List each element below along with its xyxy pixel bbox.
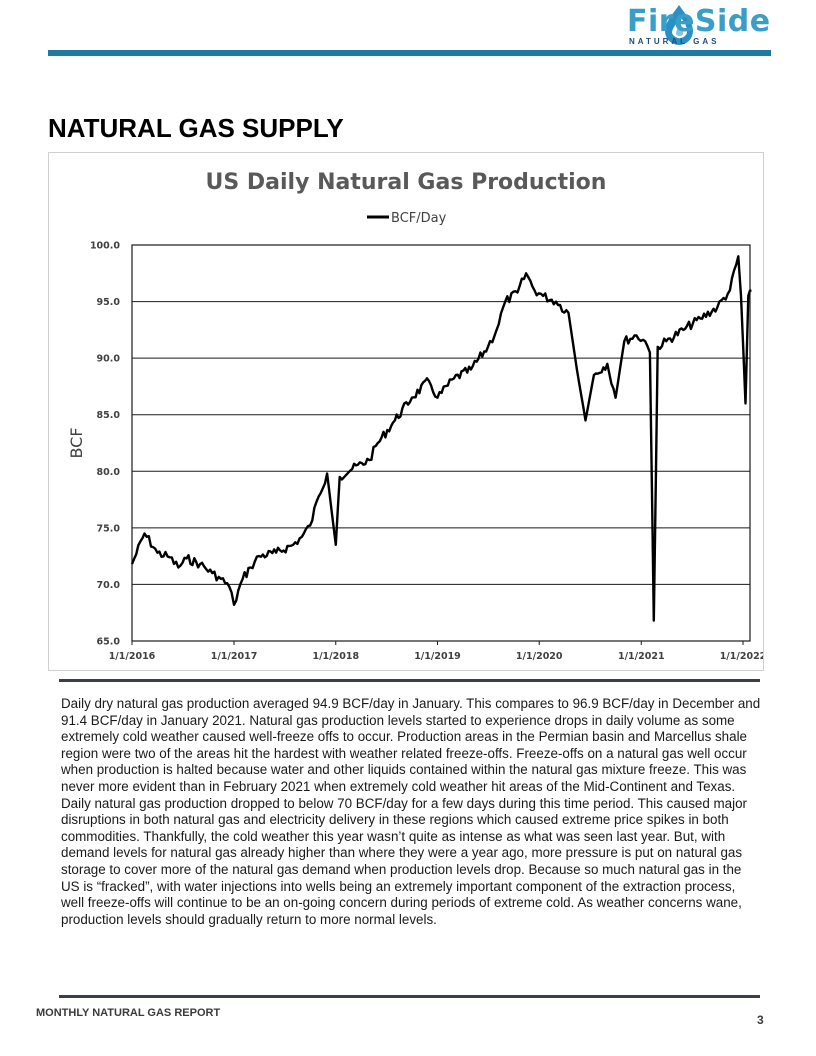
- y-tick-label: 75.0: [97, 523, 121, 534]
- x-tick-label: 1/1/2019: [414, 651, 461, 662]
- legend-label: BCF/Day: [391, 211, 447, 226]
- logo-wordmark: FireSide: [627, 4, 771, 39]
- x-tick-label: 1/1/2022: [720, 651, 763, 662]
- footer-report-label: MONTHLY NATURAL GAS REPORT: [36, 1007, 221, 1019]
- page-number: 3: [757, 1013, 764, 1027]
- chart-title: US Daily Natural Gas Production: [206, 170, 607, 195]
- production-chart-svg: US Daily Natural Gas Production BCF/Day 65…: [67, 170, 763, 662]
- x-tick-label: 1/1/2021: [618, 651, 665, 662]
- header-rule: [48, 50, 771, 56]
- y-tick-label: 70.0: [97, 580, 121, 591]
- body-paragraph: Daily dry natural gas production average…: [61, 696, 761, 927]
- x-tick-label: 1/1/2017: [211, 651, 258, 662]
- x-tick-label: 1/1/2020: [516, 651, 563, 662]
- x-tick-label: 1/1/2018: [312, 651, 359, 662]
- production-chart: US Daily Natural Gas Production BCF/Day 65…: [48, 152, 764, 671]
- y-tick-label: 65.0: [97, 637, 121, 648]
- y-tick-label: 80.0: [97, 467, 121, 478]
- y-tick-label: 95.0: [97, 297, 121, 308]
- logo-tagline: NATURAL GAS: [629, 37, 720, 46]
- y-axis-label: BCF: [67, 427, 86, 458]
- plot-frame: [131, 244, 751, 642]
- y-tick-label: 100.0: [90, 241, 120, 252]
- production-series-line: [130, 255, 752, 622]
- y-tick-label: 85.0: [97, 410, 121, 421]
- text-bottom-rule: [59, 995, 760, 998]
- text-top-rule: [59, 679, 760, 682]
- y-tick-label: 90.0: [97, 354, 121, 365]
- x-tick-label: 1/1/2016: [109, 651, 156, 662]
- flame-drop-icon: [665, 5, 693, 45]
- section-title: NATURAL GAS SUPPLY: [48, 113, 344, 143]
